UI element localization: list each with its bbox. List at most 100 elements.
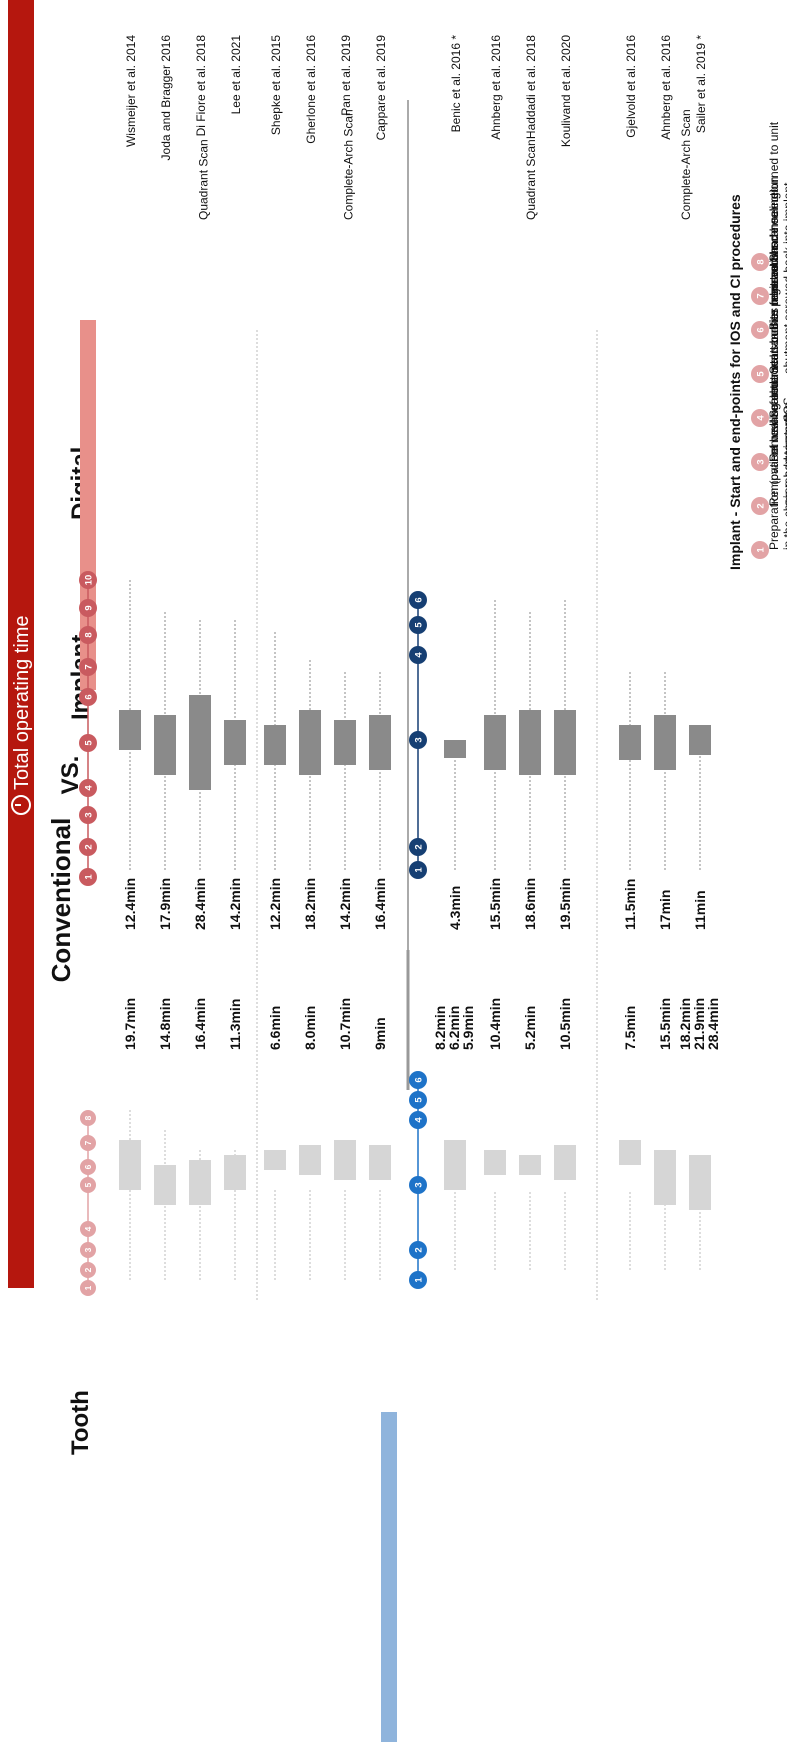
- conventional-time-label: 14.2min: [227, 878, 243, 930]
- tooth-conv-step-6-number: 6: [413, 597, 424, 602]
- conventional-box: [619, 725, 641, 760]
- implant-conv-step-5-circle: [79, 734, 97, 752]
- digital-box: [654, 1150, 676, 1205]
- study-name: Ahnberg et al. 2016: [489, 35, 503, 140]
- implant-digital-step-5-circle: [80, 1177, 96, 1193]
- implant-digital-step-3: 3: [80, 1242, 96, 1258]
- implant-digital-step-8-number: 8: [83, 1115, 93, 1120]
- implant-conv-step-7-number: 7: [83, 664, 94, 669]
- tooth-digital-step-6-circle: [409, 1071, 427, 1089]
- implant-digital-legend-marker-2-number: 2: [755, 503, 766, 508]
- digital-time-label: 10.4min: [487, 998, 503, 1050]
- tooth-conv-step-6: 6: [409, 591, 427, 609]
- tooth-digital-step-3-number: 3: [413, 1182, 424, 1187]
- conventional-time-label: 12.2min: [267, 878, 283, 930]
- implant-conv-step-2-number: 2: [83, 844, 94, 849]
- study-row: Sailer et al. 2019 * 18.2min21.9min28.4mi…: [677, 35, 721, 1270]
- digital-time-label: 15.5min: [657, 998, 673, 1050]
- study-name: Gherlone et al. 2016: [304, 35, 318, 144]
- scan-type-label: Complete-Arch Scan: [679, 109, 693, 220]
- study-name: Shepke et al. 2015: [269, 35, 283, 135]
- implant-digital-step-8-circle: [80, 1110, 96, 1126]
- tooth-conv-step-4-number: 4: [413, 652, 424, 658]
- tooth-conv-step-5-circle: [409, 616, 427, 634]
- implant-digital-legend-marker-6-number: 6: [755, 327, 766, 332]
- conventional-time-label: 17min: [657, 890, 673, 930]
- digital-time-label: 5.9min: [460, 1006, 476, 1050]
- implant-conv-step-8-circle: [79, 626, 97, 644]
- implant-digital-step-7-circle: [80, 1135, 96, 1151]
- study-row: Di Fiore et al. 2018 16.4min 28.4min: [189, 35, 211, 1280]
- implant-digital-step-8: 8: [80, 1110, 96, 1126]
- implant-conv-step-6-circle: [79, 688, 97, 706]
- digital-box: [554, 1145, 576, 1180]
- implant-conv-step-10-circle: [79, 571, 97, 589]
- digital-time-label: 19.7min: [122, 998, 138, 1050]
- implant-digital-step-4-circle: [80, 1221, 96, 1237]
- implant-conv-step-2-circle: [79, 838, 97, 856]
- implant-digital-step-1-number: 1: [83, 1285, 93, 1290]
- tooth-band-rect: [381, 1412, 397, 1742]
- implant-digital-legend-marker-7-number: 7: [755, 293, 766, 298]
- digital-time-label: 10.7min: [337, 998, 353, 1050]
- implant-conv-step-4: 4: [79, 779, 97, 797]
- tooth-digital-step-5-number: 5: [413, 1097, 424, 1102]
- study-row: Pan et al. 2019 10.7min 14.2min: [334, 35, 356, 1280]
- digital-time-label: 28.4min: [705, 998, 721, 1050]
- tooth-conv-step-3-circle: [409, 731, 427, 749]
- implant-digital-legend-marker-5-circle: [751, 365, 769, 383]
- implant-digital-step-6-number: 6: [83, 1164, 93, 1169]
- conventional-box: [224, 720, 246, 765]
- conventional-box: [154, 715, 176, 775]
- conventional-time-label: 28.4min: [192, 878, 208, 930]
- tooth-digital-step-2-number: 2: [413, 1247, 424, 1252]
- implant-digital-legend-marker-6: 6: [751, 321, 769, 339]
- conventional-box: [484, 715, 506, 770]
- digital-time-label: 8.0min: [302, 1006, 318, 1050]
- implant-digital-legend-marker-8: 8: [751, 253, 769, 271]
- implant-conv-step-9: 9: [79, 599, 97, 617]
- conventional-time-label: 16.4min: [372, 878, 388, 930]
- implant-conv-step-3-number: 3: [83, 812, 94, 817]
- implant-conv-step-7-circle: [79, 658, 97, 676]
- conventional-time-label: 17.9min: [157, 878, 173, 930]
- conventional-header: Conventional: [46, 818, 76, 983]
- study-name: Joda and Bragger 2016: [159, 35, 173, 161]
- implant-digital-step-2-number: 2: [83, 1267, 93, 1272]
- implant-conv-step-3: 3: [79, 806, 97, 824]
- implant-digital-legend-item-6: Bite registration: [767, 247, 781, 330]
- implant-digital-legend-marker-8-number: 8: [755, 259, 766, 264]
- study-name: Cappare et al. 2019: [374, 35, 388, 141]
- rotated-figure: Total operating timeImplantToothDigitalV…: [8, 0, 787, 1742]
- implant-digital-legend-marker-3-number: 3: [755, 459, 766, 464]
- conventional-time-label: 11min: [692, 890, 708, 930]
- conventional-box: [369, 715, 391, 770]
- implant-digital-step-2-circle: [80, 1262, 96, 1278]
- tooth-conv-step-1: 1: [409, 861, 427, 879]
- implant-digital-legend-marker-5-number: 5: [755, 371, 766, 376]
- conventional-box: [444, 740, 466, 758]
- implant-digital-legend-marker-3-circle: [751, 453, 769, 471]
- conventional-box: [689, 725, 711, 755]
- study-row: Joda and Bragger 2016 14.8min 17.9min: [154, 35, 176, 1280]
- implant-digital-legend-marker-3: 3: [751, 453, 769, 471]
- digital-time-label: 6.2min: [446, 1006, 462, 1050]
- implant-digital-legend-marker-6-circle: [751, 321, 769, 339]
- tooth-digital-step-5-circle: [409, 1091, 427, 1109]
- tooth-digital-step-4-number: 4: [413, 1117, 424, 1123]
- implant-digital-step-5-number: 5: [83, 1182, 93, 1187]
- implant-digital-step-3-number: 3: [83, 1247, 93, 1252]
- implant-conv-step-1: 1: [79, 868, 97, 886]
- implant-conv-step-5: 5: [79, 734, 97, 752]
- implant-conv-step-9-circle: [79, 599, 97, 617]
- tooth-digital-step-6-number: 6: [413, 1077, 424, 1082]
- conventional-time-label: 4.3min: [447, 886, 463, 930]
- tooth-digital-step-3-circle: [409, 1176, 427, 1194]
- study-row: Shepke et al. 2015 6.6min 12.2min: [264, 35, 286, 1280]
- stopwatch-icon: [11, 795, 31, 815]
- digital-time-label: 21.9min: [691, 998, 707, 1050]
- conventional-box: [519, 710, 541, 775]
- implant-digital-legend-marker-2-circle: [751, 497, 769, 515]
- implant-digital-legend-marker-4: 4: [751, 409, 769, 427]
- digital-time-label: 14.8min: [157, 998, 173, 1050]
